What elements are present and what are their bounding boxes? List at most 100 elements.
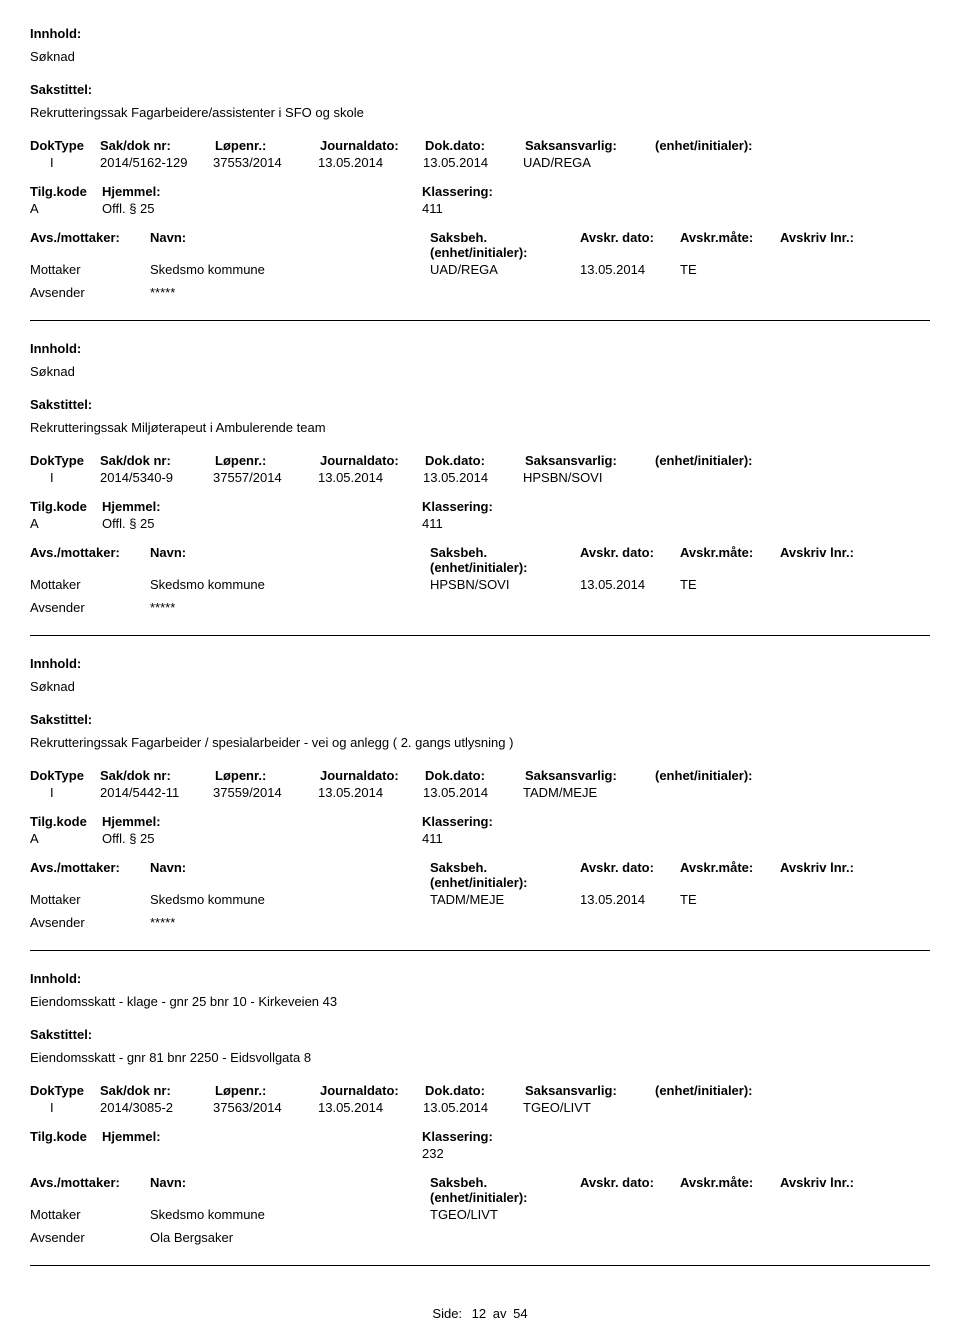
sakdoknr-header: Sak/dok nr:	[100, 138, 215, 153]
doc-header-row: DokType Sak/dok nr: Løpenr.: Journaldato…	[30, 768, 930, 783]
avskrivlnr-header: Avskriv lnr.:	[780, 230, 930, 260]
dokdato-header: Dok.dato:	[425, 138, 525, 153]
doc-data-row: I 2014/5162-129 37553/2014 13.05.2014 13…	[30, 155, 930, 170]
page-footer: Side: 12 av 54	[30, 1286, 930, 1321]
avsender-label: Avsender	[30, 285, 150, 300]
klassering-value: 411	[422, 831, 930, 846]
innhold-section: Innhold: Søknad	[30, 26, 930, 64]
sakstittel-label: Sakstittel:	[30, 1027, 930, 1042]
sakdoknr-header: Sak/dok nr:	[100, 768, 215, 783]
sakstittel-value: Eiendomsskatt - gnr 81 bnr 2250 - Eidsvo…	[30, 1050, 930, 1065]
hjemmel-section: Tilg.kode Hjemmel: Klassering: A Offl. §…	[30, 184, 930, 216]
enhet-header: (enhet/initialer):	[655, 138, 930, 153]
lopenr-value: 37553/2014	[213, 155, 318, 170]
journaldato-header: Journaldato:	[320, 768, 425, 783]
sakstittel-section: Sakstittel: Rekrutteringssak Miljøterape…	[30, 397, 930, 435]
avskrmate-value	[680, 1207, 780, 1222]
sakstittel-value: Rekrutteringssak Fagarbeider / spesialar…	[30, 735, 930, 750]
saksbeh-value: TADM/MEJE	[430, 892, 580, 907]
sakdoknr-value: 2014/3085-2	[100, 1100, 213, 1115]
page-sep: av	[493, 1306, 507, 1321]
avskrmate-value: TE	[680, 262, 780, 277]
sakdoknr-value: 2014/5162-129	[100, 155, 213, 170]
mottaker-section: Avs./mottaker: Navn: Saksbeh.(enhet/init…	[30, 860, 930, 907]
mottaker-label: Mottaker	[30, 262, 150, 277]
hjemmel-header: Hjemmel:	[102, 814, 422, 829]
avsender-label: Avsender	[30, 915, 150, 930]
avskrmate-value: TE	[680, 577, 780, 592]
saksbeh-value: HPSBN/SOVI	[430, 577, 580, 592]
avskrmate-header: Avskr.måte:	[680, 545, 780, 575]
saksansvarlig-value: TGEO/LIVT	[523, 1100, 653, 1115]
mottaker-label: Mottaker	[30, 1207, 150, 1222]
avskrdato-header: Avskr. dato:	[580, 860, 680, 890]
sakstittel-label: Sakstittel:	[30, 712, 930, 727]
dokdato-header: Dok.dato:	[425, 768, 525, 783]
avskrmate-value: TE	[680, 892, 780, 907]
innhold-label: Innhold:	[30, 656, 930, 671]
klassering-header: Klassering:	[422, 1129, 930, 1144]
avskrdato-value: 13.05.2014	[580, 262, 680, 277]
sakstittel-value: Rekrutteringssak Fagarbeidere/assistente…	[30, 105, 930, 120]
sakdoknr-header: Sak/dok nr:	[100, 1083, 215, 1098]
avsender-label: Avsender	[30, 600, 150, 615]
avskrmate-header: Avskr.måte:	[680, 860, 780, 890]
innhold-value: Eiendomsskatt - klage - gnr 25 bnr 10 - …	[30, 994, 930, 1009]
klassering-value: 232	[422, 1146, 930, 1161]
navn-header: Navn:	[150, 230, 430, 260]
dokdato-header: Dok.dato:	[425, 453, 525, 468]
hjemmel-header: Hjemmel:	[102, 1129, 422, 1144]
sakdoknr-value: 2014/5442-11	[100, 785, 213, 800]
mottaker-label: Mottaker	[30, 892, 150, 907]
tilgkode-value	[30, 1146, 102, 1161]
journal-entry: Innhold: Eiendomsskatt - klage - gnr 25 …	[30, 971, 930, 1245]
dokdato-value: 13.05.2014	[423, 785, 523, 800]
saksbeh-text: Saksbeh.	[430, 1175, 487, 1190]
doc-header-row: DokType Sak/dok nr: Løpenr.: Journaldato…	[30, 453, 930, 468]
avskrdato-value: 13.05.2014	[580, 892, 680, 907]
lopenr-value: 37557/2014	[213, 470, 318, 485]
lopenr-header: Løpenr.:	[215, 1083, 320, 1098]
tilgkode-value: A	[30, 831, 102, 846]
doktype-value: I	[30, 155, 100, 170]
saksbeh-header: Saksbeh.(enhet/initialer):	[430, 1175, 580, 1205]
tilgkode-header: Tilg.kode	[30, 499, 102, 514]
sakstittel-section: Sakstittel: Rekrutteringssak Fagarbeider…	[30, 82, 930, 120]
sakdoknr-value: 2014/5340-9	[100, 470, 213, 485]
doktype-value: I	[30, 470, 100, 485]
klassering-header: Klassering:	[422, 184, 930, 199]
avsmottaker-header: Avs./mottaker:	[30, 1175, 150, 1205]
journaldato-header: Journaldato:	[320, 453, 425, 468]
saksansvarlig-value: UAD/REGA	[523, 155, 653, 170]
sakdoknr-header: Sak/dok nr:	[100, 453, 215, 468]
saksbeh-text: Saksbeh.	[430, 860, 487, 875]
journaldato-value: 13.05.2014	[318, 1100, 423, 1115]
enhet-header: (enhet/initialer):	[655, 768, 930, 783]
saksbeh-value: UAD/REGA	[430, 262, 580, 277]
saksbeh-header: Saksbeh.(enhet/initialer):	[430, 860, 580, 890]
mottaker-section: Avs./mottaker: Navn: Saksbeh.(enhet/init…	[30, 1175, 930, 1222]
avsmottaker-header: Avs./mottaker:	[30, 545, 150, 575]
saksbeh-suffix: (enhet/initialer):	[430, 1190, 528, 1205]
journaldato-value: 13.05.2014	[318, 785, 423, 800]
avskrdato-header: Avskr. dato:	[580, 1175, 680, 1205]
hjemmel-value: Offl. § 25	[102, 831, 422, 846]
enhet-header: (enhet/initialer):	[655, 1083, 930, 1098]
doktype-value: I	[30, 1100, 100, 1115]
doc-header-row: DokType Sak/dok nr: Løpenr.: Journaldato…	[30, 1083, 930, 1098]
doc-data-row: I 2014/5442-11 37559/2014 13.05.2014 13.…	[30, 785, 930, 800]
navn-header: Navn:	[150, 860, 430, 890]
avsender-navn: Ola Bergsaker	[150, 1230, 430, 1245]
enhet-header: (enhet/initialer):	[655, 453, 930, 468]
saksbeh-suffix: (enhet/initialer):	[430, 245, 528, 260]
saksbeh-header: Saksbeh.(enhet/initialer):	[430, 230, 580, 260]
hjemmel-header: Hjemmel:	[102, 184, 422, 199]
saksbeh-text: Saksbeh.	[430, 545, 487, 560]
avsender-section: Avsender *****	[30, 600, 930, 615]
saksbeh-suffix: (enhet/initialer):	[430, 560, 528, 575]
sakstittel-section: Sakstittel: Eiendomsskatt - gnr 81 bnr 2…	[30, 1027, 930, 1065]
innhold-section: Innhold: Eiendomsskatt - klage - gnr 25 …	[30, 971, 930, 1009]
lopenr-header: Løpenr.:	[215, 453, 320, 468]
navn-header: Navn:	[150, 545, 430, 575]
mottaker-navn: Skedsmo kommune	[150, 1207, 430, 1222]
